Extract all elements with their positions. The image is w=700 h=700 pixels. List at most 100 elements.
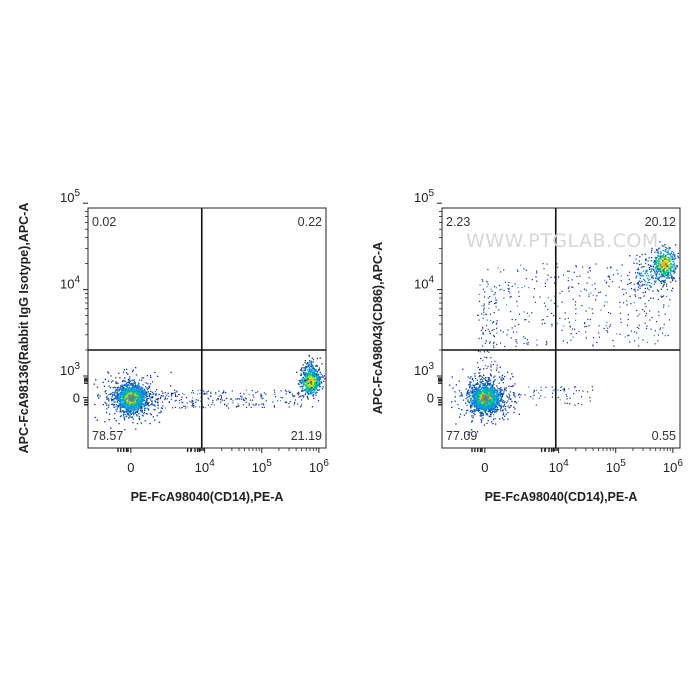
event-dot bbox=[120, 405, 122, 408]
event-dot bbox=[489, 382, 491, 384]
event-dot bbox=[473, 385, 475, 387]
event-dot bbox=[151, 400, 153, 402]
event-dot bbox=[474, 400, 476, 403]
event-dot bbox=[494, 398, 496, 400]
event-dot bbox=[127, 395, 129, 397]
event-dot bbox=[148, 395, 150, 397]
event-dot bbox=[666, 259, 669, 261]
event-dot bbox=[499, 388, 502, 391]
event-dot bbox=[309, 389, 312, 391]
event-dot bbox=[671, 258, 673, 260]
event-dot bbox=[486, 380, 488, 382]
event-dot bbox=[485, 405, 487, 407]
event-dot bbox=[504, 408, 506, 410]
event-dot bbox=[486, 394, 489, 396]
event-dot bbox=[288, 390, 290, 392]
event-dot bbox=[197, 389, 200, 391]
event-dot bbox=[671, 250, 673, 253]
event-dot bbox=[501, 417, 504, 419]
event-dot bbox=[307, 380, 309, 382]
event-dot bbox=[132, 394, 134, 396]
event-dot bbox=[495, 389, 497, 391]
event-dot bbox=[294, 401, 296, 404]
event-dot bbox=[319, 371, 321, 373]
event-dot bbox=[113, 394, 115, 396]
event-dot bbox=[203, 392, 205, 395]
event-dot bbox=[492, 400, 494, 402]
event-dot bbox=[500, 387, 502, 389]
event-dot bbox=[116, 387, 119, 389]
event-dot bbox=[157, 407, 159, 409]
event-dot bbox=[514, 396, 516, 398]
event-dot bbox=[490, 366, 492, 368]
event-dot bbox=[192, 402, 195, 404]
event-dot bbox=[110, 381, 113, 383]
event-dot bbox=[237, 403, 239, 405]
event-dot bbox=[479, 391, 481, 393]
event-dot bbox=[133, 391, 135, 393]
event-dot bbox=[486, 399, 488, 401]
event-dot bbox=[663, 256, 665, 258]
event-dot bbox=[313, 391, 315, 393]
event-dot bbox=[481, 408, 483, 411]
event-dot bbox=[483, 384, 485, 386]
event-dot bbox=[304, 360, 306, 362]
event-dot bbox=[482, 401, 485, 403]
event-dot bbox=[493, 395, 495, 398]
event-dot bbox=[316, 377, 318, 379]
event-dot bbox=[304, 362, 306, 364]
event-dot bbox=[170, 395, 172, 397]
event-dot bbox=[138, 415, 140, 418]
event-dot bbox=[99, 395, 101, 397]
event-dot bbox=[137, 410, 139, 412]
event-dot bbox=[488, 409, 490, 411]
event-dot bbox=[478, 372, 480, 374]
event-dot bbox=[670, 253, 672, 255]
event-dot bbox=[505, 389, 507, 392]
event-dot bbox=[468, 402, 470, 404]
event-dot bbox=[317, 381, 319, 383]
event-dot bbox=[475, 387, 477, 389]
event-dot bbox=[123, 387, 125, 390]
event-dot bbox=[149, 383, 152, 385]
event-dot bbox=[141, 414, 143, 416]
event-dot bbox=[652, 266, 654, 268]
event-dot bbox=[473, 412, 475, 415]
event-dot bbox=[512, 385, 514, 387]
event-dot bbox=[113, 404, 116, 406]
event-dot bbox=[475, 405, 477, 408]
event-dot bbox=[298, 383, 300, 385]
event-dot bbox=[317, 375, 320, 377]
event-dot bbox=[470, 404, 472, 407]
event-dot bbox=[137, 401, 139, 403]
event-dot bbox=[493, 398, 496, 401]
event-dot bbox=[108, 385, 110, 387]
event-dot bbox=[653, 269, 655, 271]
event-dot bbox=[503, 392, 505, 394]
event-dot bbox=[480, 397, 482, 399]
event-dot bbox=[122, 398, 124, 400]
event-dot bbox=[129, 378, 131, 380]
event-dot bbox=[309, 365, 311, 368]
event-dot bbox=[138, 401, 140, 403]
event-dot bbox=[130, 397, 132, 399]
event-dot bbox=[494, 405, 497, 408]
event-dot bbox=[476, 392, 478, 394]
event-dot bbox=[478, 408, 480, 411]
event-dot bbox=[472, 399, 474, 402]
event-dot bbox=[307, 375, 310, 377]
event-dot bbox=[211, 403, 213, 405]
event-dot bbox=[134, 409, 137, 411]
event-dot bbox=[475, 383, 477, 385]
event-dot bbox=[507, 371, 509, 373]
event-dot bbox=[164, 407, 167, 409]
event-dot bbox=[315, 382, 318, 384]
event-dot bbox=[487, 387, 489, 389]
event-dot bbox=[471, 420, 473, 422]
event-dot bbox=[115, 420, 117, 422]
event-dot bbox=[121, 391, 123, 393]
event-dot bbox=[501, 374, 504, 376]
event-dot bbox=[140, 388, 143, 390]
event-dot bbox=[138, 419, 141, 421]
event-dot bbox=[490, 400, 492, 403]
